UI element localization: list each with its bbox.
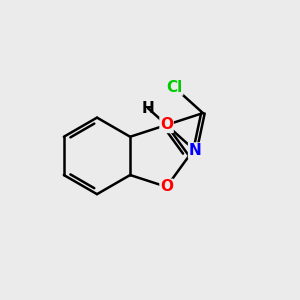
Text: H: H (142, 101, 154, 116)
Text: Cl: Cl (167, 80, 183, 95)
Text: O: O (160, 179, 173, 194)
Text: O: O (160, 117, 173, 132)
Text: N: N (189, 143, 201, 158)
